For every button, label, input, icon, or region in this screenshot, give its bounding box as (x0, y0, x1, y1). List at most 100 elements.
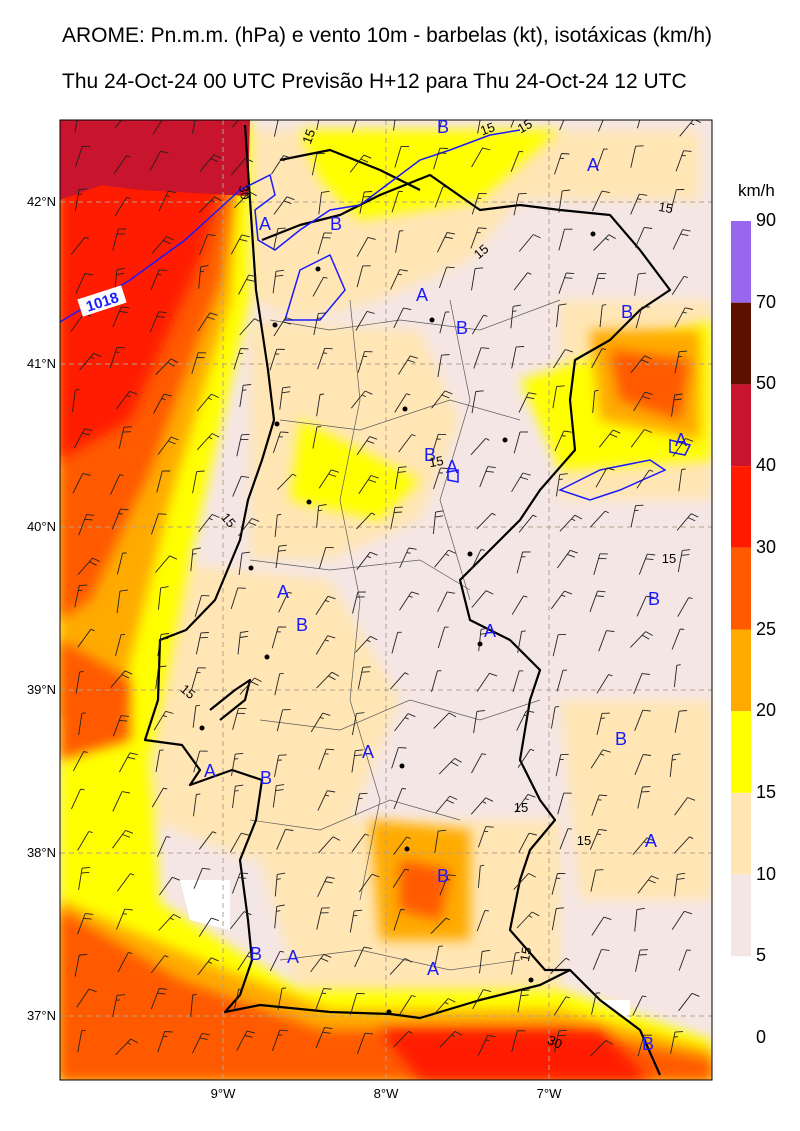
wind-barb-staff (349, 910, 355, 933)
wind-barb-feather (89, 561, 97, 566)
wind-barb-feather (160, 633, 169, 635)
wind-barb-feather (82, 432, 91, 436)
wind-barb-staff (473, 347, 482, 369)
wind-barb-feather (196, 470, 205, 473)
wind-barb-feather (528, 915, 533, 918)
wind-barb-feather (605, 1040, 614, 1045)
wind-barb-feather (118, 513, 123, 515)
wind-barb-feather (674, 393, 683, 396)
wind-barb-staff (517, 990, 523, 1013)
wind-barb-feather (277, 227, 286, 230)
wind-barb-staff (199, 831, 213, 850)
high-pressure-marker: A (427, 959, 439, 979)
isotach-label: 30 (236, 184, 253, 201)
wind-barb-feather (446, 799, 455, 804)
wind-barb-feather (485, 470, 494, 473)
wind-barb-feather (127, 1042, 132, 1045)
wind-barb-staff (437, 591, 448, 612)
wind-barb-feather (356, 712, 365, 714)
wind-barb-staff (70, 313, 85, 332)
wind-barb-staff (356, 551, 371, 570)
wind-barb-staff (390, 507, 396, 530)
wind-barb-staff (75, 671, 81, 694)
wind-barb-feather (444, 390, 453, 395)
wind-barb-feather (483, 989, 492, 993)
wind-barb-feather (364, 1032, 374, 1035)
wind-barb-feather (404, 672, 409, 675)
wind-barb-staff (433, 712, 450, 729)
wind-barb-feather (475, 390, 484, 392)
wind-barb-staff (510, 306, 514, 329)
wind-barb-feather (403, 307, 412, 311)
wind-barb-feather (84, 428, 93, 432)
wind-barb-staff (78, 713, 83, 736)
wind-barb-staff (231, 872, 241, 894)
wind-barb-feather (677, 872, 686, 875)
wind-barb-feather (243, 911, 252, 916)
wind-barb-staff (118, 427, 125, 449)
wind-barb-feather (671, 758, 677, 761)
wind-barb-staff (434, 549, 449, 568)
wind-barb-feather (447, 874, 456, 877)
wind-barb-feather (292, 473, 297, 477)
wind-barb-staff (473, 711, 478, 734)
wind-barb-staff (553, 1030, 560, 1053)
wind-barb-staff (356, 265, 364, 288)
wind-barb-feather (407, 359, 416, 363)
wind-barb-feather (448, 549, 456, 554)
wind-barb-feather (480, 632, 489, 635)
wind-barb-feather (208, 436, 213, 440)
wind-barb-staff (156, 470, 163, 493)
wind-barb-staff (269, 349, 278, 371)
wind-barb-staff (152, 120, 163, 136)
wind-barb-feather (282, 386, 291, 389)
wind-barb-feather (120, 508, 129, 511)
wind-barb-staff (239, 677, 255, 695)
wind-barb-feather (354, 754, 363, 757)
wind-barb-feather (404, 958, 413, 963)
wind-barb-feather (322, 1031, 331, 1034)
wind-barb-feather (565, 996, 571, 999)
wind-barb-feather (211, 433, 220, 438)
wind-barb-feather (192, 547, 201, 550)
wind-barb-feather (680, 233, 689, 237)
high-pressure-marker: A (259, 214, 271, 234)
wind-field (60, 110, 712, 1080)
wind-barb-feather (316, 152, 325, 155)
wind-barb-staff (389, 958, 406, 975)
wind-barb-staff (72, 473, 84, 494)
wind-barb-staff (157, 436, 172, 455)
chart-subtitle: Thu 24-Oct-24 00 UTC Previsão H+12 para … (62, 70, 687, 93)
wind-barb-feather (406, 836, 411, 839)
wind-barb-staff (556, 550, 571, 569)
wind-barb-feather (200, 270, 205, 273)
wind-barb-feather (254, 677, 262, 683)
wind-barb-feather (683, 150, 692, 152)
wind-barb-feather (602, 304, 607, 306)
isotach-label: 15 (514, 800, 528, 815)
wind-barb-feather (359, 792, 368, 795)
wind-barb-staff (193, 868, 203, 889)
wind-barb-feather (561, 153, 570, 155)
wind-barb-feather (241, 234, 250, 238)
wind-barb-feather (116, 272, 125, 276)
wind-barb-feather (568, 110, 576, 111)
wind-barb-feather (487, 1034, 496, 1038)
wind-barb-staff (155, 666, 159, 689)
wind-barb-staff (159, 877, 173, 896)
wind-barb-staff (234, 191, 251, 209)
wind-barb-feather (122, 791, 131, 794)
wind-barb-feather (251, 517, 260, 522)
wind-barb-staff (479, 951, 483, 974)
wind-barb-staff (398, 355, 411, 375)
lat-label: 40°N (27, 519, 56, 534)
wind-barb-feather (483, 314, 488, 317)
wind-barb-feather (327, 635, 336, 639)
wind-barb-staff (637, 1035, 645, 1057)
wind-barb-feather (364, 191, 373, 193)
wind-barb-feather (82, 866, 91, 869)
wind-barb-feather (248, 521, 257, 526)
wind-barb-feather (79, 953, 88, 956)
wind-barb-feather (285, 317, 294, 321)
wind-barb-staff (276, 473, 294, 491)
